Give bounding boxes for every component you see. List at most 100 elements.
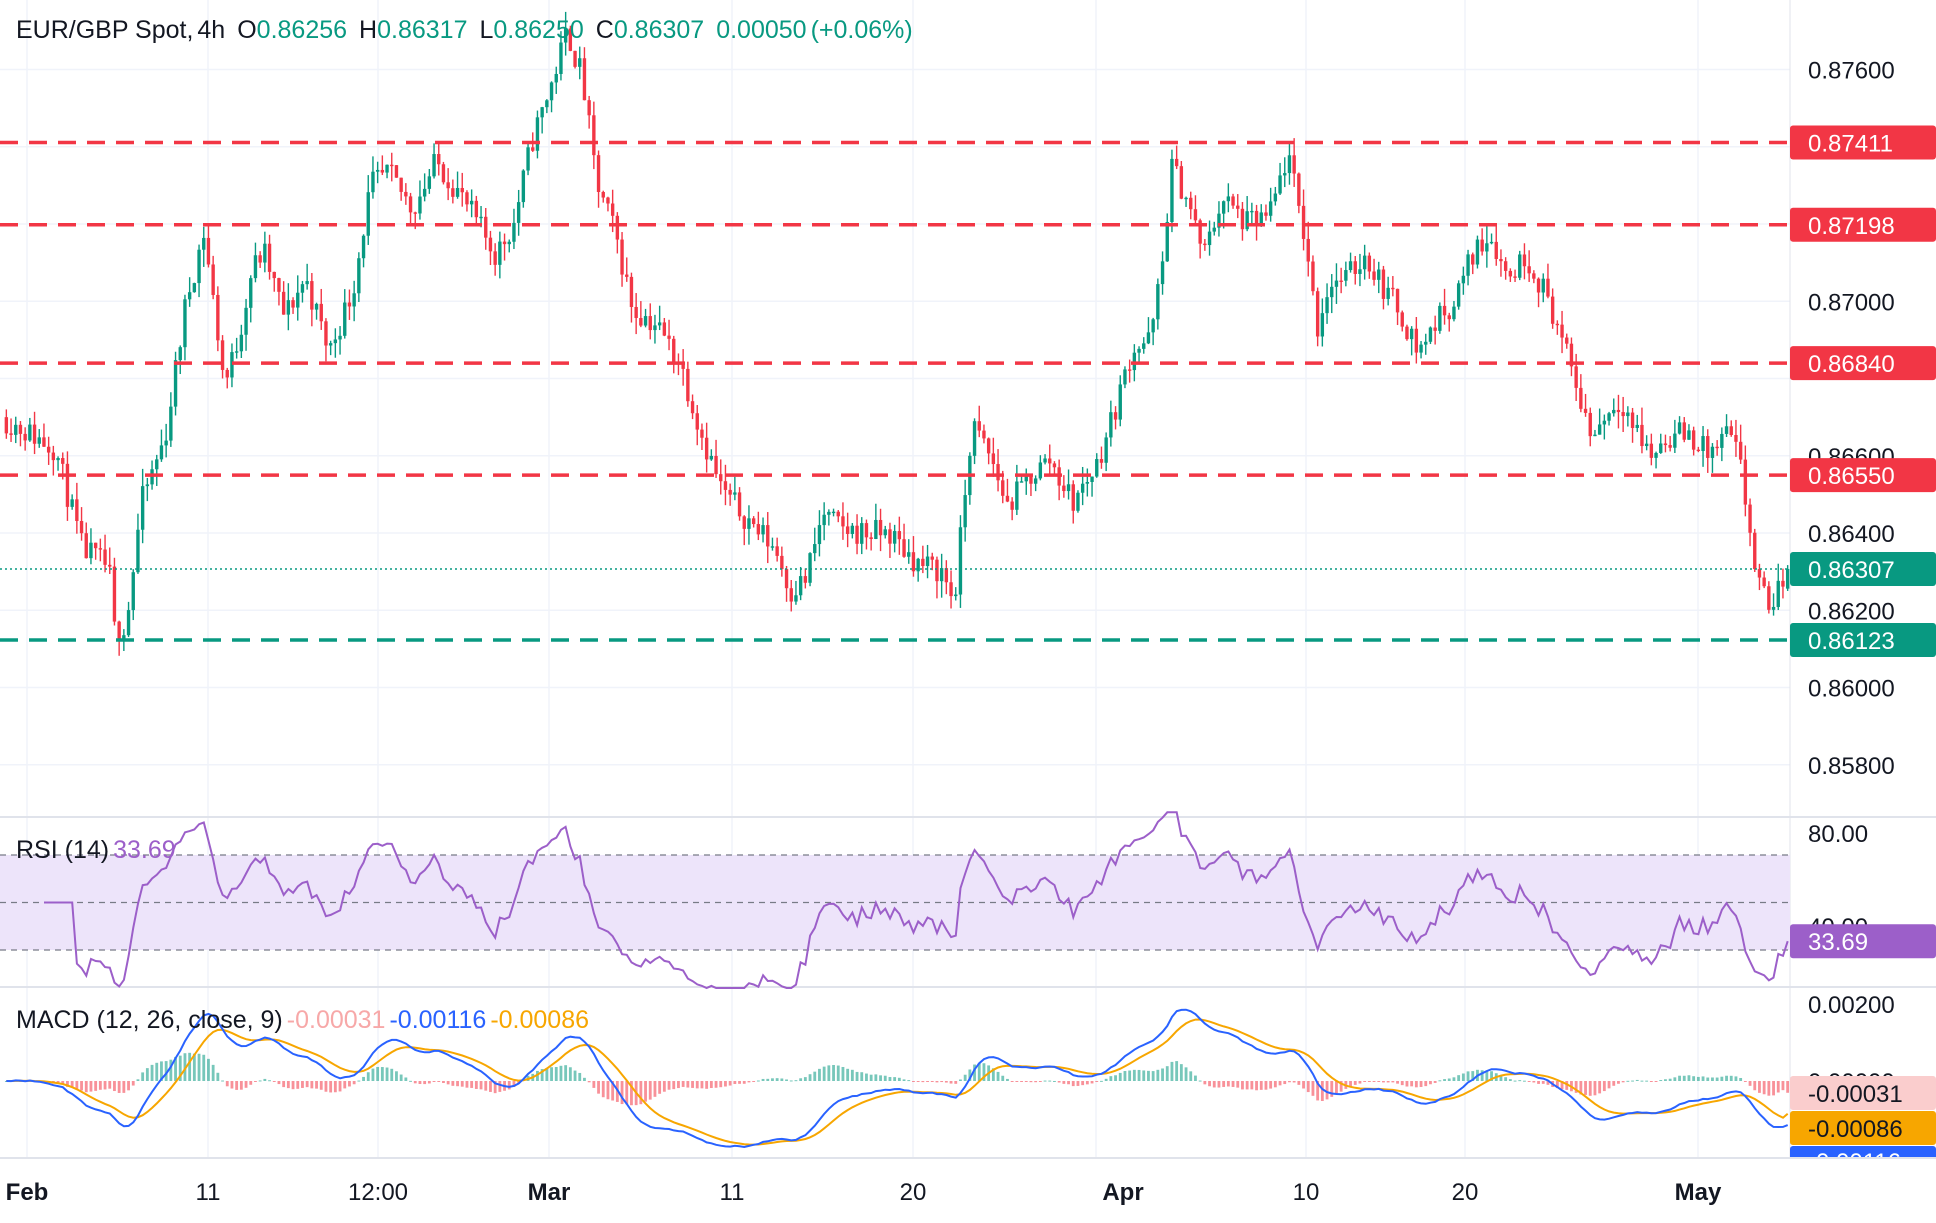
macd-histogram-bar — [404, 1077, 408, 1081]
candle-body — [1085, 481, 1090, 484]
y-tick-label: 0.87000 — [1808, 289, 1895, 316]
candle-body — [1630, 412, 1635, 428]
candle-body — [1250, 210, 1254, 213]
macd-histogram-bar — [564, 1065, 568, 1081]
macd-histogram-bar — [761, 1078, 765, 1081]
candle-body — [1503, 261, 1508, 271]
candle-body — [1320, 313, 1325, 337]
macd-histogram-bar — [460, 1081, 464, 1087]
candle-body — [606, 197, 610, 204]
candle-body — [1146, 332, 1151, 344]
macd-histogram-bar — [1123, 1071, 1127, 1081]
rsi-label[interactable]: RSI (14) — [16, 836, 110, 864]
macd-histogram-bar — [390, 1068, 394, 1081]
candle-body — [366, 192, 370, 236]
candle-body — [61, 458, 65, 464]
candle-body — [535, 117, 540, 151]
macd-histogram-bar — [954, 1081, 958, 1084]
macd-histogram-bar — [1259, 1081, 1263, 1090]
macd-histogram-bar — [752, 1081, 756, 1082]
macd-histogram-bar — [249, 1081, 253, 1085]
macd-histogram-bar — [554, 1067, 558, 1081]
candle-body — [399, 177, 403, 192]
candle-body — [935, 559, 939, 582]
candle-body — [1701, 436, 1705, 452]
macd-histogram-bar — [1584, 1081, 1587, 1095]
macd-histogram-bar — [315, 1081, 318, 1089]
candle-body — [1748, 504, 1752, 533]
candle-body — [982, 430, 986, 439]
candle-body — [1785, 568, 1790, 589]
macd-histogram-bar — [1020, 1081, 1023, 1082]
macd-histogram-bar — [1518, 1080, 1522, 1082]
candle-body — [159, 445, 164, 460]
candle-body — [1654, 452, 1658, 458]
candle-body — [1461, 275, 1466, 284]
candle-body — [1626, 412, 1630, 417]
candle-body — [272, 271, 276, 279]
macd-histogram-bar — [254, 1081, 257, 1082]
macd-histogram-bar — [131, 1081, 135, 1086]
candle-body — [1414, 328, 1419, 353]
macd-histogram-bar — [357, 1080, 361, 1082]
macd-histogram-bar — [1598, 1081, 1602, 1094]
candle-body — [963, 495, 967, 528]
candle-body — [202, 237, 206, 250]
candle-body — [117, 621, 121, 642]
candle-body — [1471, 254, 1475, 265]
macd-histogram-bar — [1325, 1081, 1329, 1100]
macd-histogram-bar — [1664, 1079, 1667, 1081]
candle-body — [1569, 343, 1574, 367]
candle-body — [319, 303, 323, 322]
macd-histogram-bar — [343, 1081, 347, 1089]
candle-body — [1659, 443, 1663, 453]
candle-body — [1494, 241, 1498, 260]
symbol-label[interactable]: EUR/GBP Spot — [16, 16, 187, 44]
macd-histogram-bar — [1490, 1071, 1493, 1081]
candle-body — [1405, 326, 1409, 340]
macd-label[interactable]: MACD (12, 26, close, 9) — [16, 1006, 283, 1034]
macd-histogram-bar — [1758, 1081, 1761, 1093]
candle-body — [1428, 327, 1433, 342]
macd-histogram-bar — [1720, 1076, 1724, 1081]
macd-histogram-bar — [1400, 1081, 1404, 1086]
candle-body — [1217, 213, 1221, 228]
candle-body — [1621, 412, 1625, 417]
macd-histogram-bar — [277, 1081, 281, 1085]
high-label: H — [359, 16, 378, 44]
macd-histogram-bar — [860, 1072, 864, 1081]
candle-body — [892, 531, 897, 544]
macd-histogram-bar — [1443, 1079, 1446, 1081]
macd-histogram-bar — [451, 1081, 455, 1086]
macd-histogram-bar — [1513, 1080, 1517, 1082]
candle-body — [206, 237, 211, 265]
candle-body — [310, 281, 314, 310]
macd-histogram-bar — [1414, 1081, 1418, 1088]
macd-histogram-bar — [620, 1081, 624, 1105]
candle-body — [1066, 484, 1071, 492]
macd-histogram-bar — [1786, 1081, 1790, 1093]
timeframe-label[interactable]: 4h — [197, 16, 226, 44]
candle-body — [1447, 315, 1451, 320]
candle-body — [1325, 297, 1329, 314]
candle-body — [1010, 501, 1014, 510]
macd-histogram-bar — [921, 1081, 925, 1083]
candle-body — [526, 147, 530, 171]
candle-body — [1452, 306, 1456, 320]
macd-histogram-bar — [84, 1081, 88, 1093]
macd-histogram-bar — [789, 1080, 793, 1082]
macd-histogram-bar — [1405, 1081, 1409, 1087]
candle-body — [545, 100, 549, 108]
candle-body — [1508, 270, 1513, 277]
candle-body — [1442, 305, 1447, 316]
macd-histogram-bar — [1635, 1079, 1639, 1081]
macd-histogram — [4, 1052, 1790, 1106]
macd-histogram-bar — [587, 1081, 591, 1083]
macd-histogram-bar — [489, 1081, 492, 1092]
macd-histogram-bar — [959, 1079, 962, 1081]
macd-histogram-bar — [1715, 1077, 1719, 1081]
macd-histogram-bar — [991, 1068, 995, 1081]
candle-body — [1104, 437, 1108, 463]
candle-body — [1189, 197, 1193, 210]
macd-histogram-bar — [310, 1081, 314, 1089]
